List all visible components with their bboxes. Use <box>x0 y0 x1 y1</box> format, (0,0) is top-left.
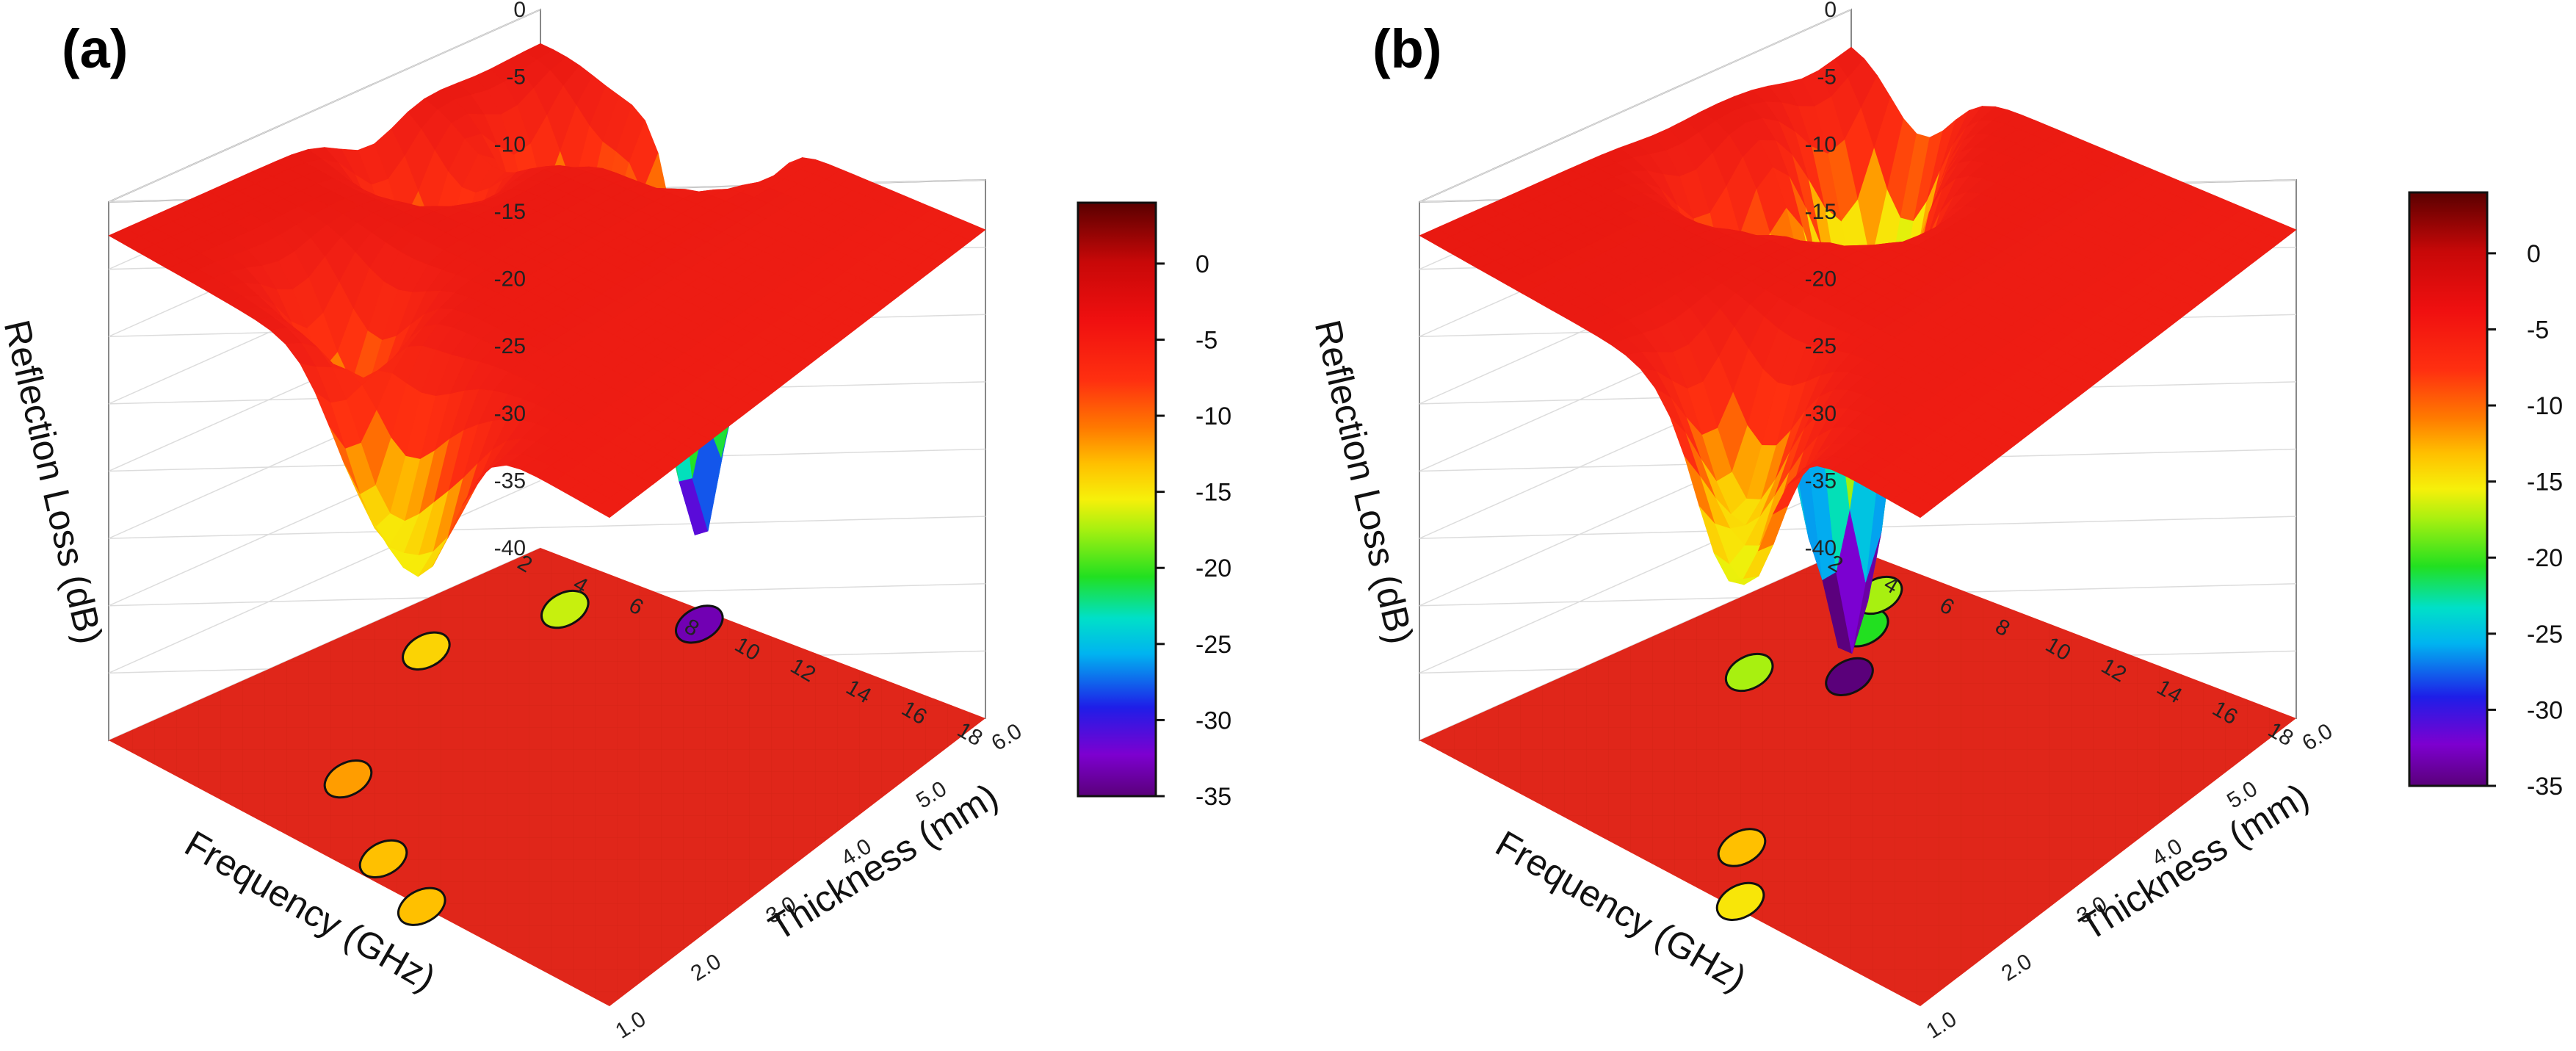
colorbar-tick-label: -15 <box>2527 469 2563 496</box>
colorbar-gradient <box>1077 201 1157 798</box>
panel-label: (b) <box>1372 18 1442 79</box>
grid-line <box>108 480 541 674</box>
colorbar-tick-label: -15 <box>1195 479 1231 507</box>
floor-grid <box>109 548 985 1006</box>
z-tick-label: -25 <box>494 334 526 358</box>
z-tick-label: 0 <box>1824 0 1837 22</box>
colorbar-tick-label: 0 <box>2527 240 2541 268</box>
y-tick-label: 6.0 <box>2298 719 2337 756</box>
z-tick-label: -5 <box>506 65 526 90</box>
contour-patch <box>1717 828 1767 867</box>
colorbar-gradient <box>2408 191 2489 787</box>
colorbar-tick-label: -35 <box>1195 783 1231 811</box>
colorbar-tick-label: -5 <box>2527 316 2549 344</box>
grid-line <box>1419 9 1852 203</box>
z-tick-label: -25 <box>1805 334 1837 358</box>
z-tick-label: -10 <box>1805 132 1837 156</box>
z-tick-label: -10 <box>494 132 526 156</box>
colorbar-tick-label: -20 <box>1195 555 1231 582</box>
panel-label: (a) <box>62 18 128 79</box>
z-tick-label: -40 <box>494 536 526 560</box>
z-tick-label: 0 <box>513 0 526 22</box>
chart-panel-a: 0-5-10-15-20-25-30-35-40246810121416181.… <box>0 0 1231 1044</box>
z-tick-label: -35 <box>1805 469 1837 493</box>
contour-patch <box>323 759 373 799</box>
contour-patch <box>402 631 451 671</box>
grid-line <box>108 516 986 539</box>
colorbar-tick-label: 0 <box>1195 250 1209 278</box>
contour-patch <box>358 839 408 879</box>
contour-patch <box>540 589 590 629</box>
chart-panel-b: 0-5-10-15-20-25-30-35-40246810121416181.… <box>1307 0 2563 1044</box>
z-tick-label: -35 <box>494 469 526 493</box>
colorbar-tick-label: -20 <box>2527 544 2563 572</box>
colorbar-tick-label: -5 <box>1195 326 1218 354</box>
surface-cell <box>1905 498 1936 519</box>
y-tick-label: 2.0 <box>1997 949 2036 986</box>
z-tick-label: -5 <box>1817 65 1837 90</box>
z-axis-title: Reflection Loss (dB) <box>1307 317 1422 648</box>
z-tick-label: -15 <box>1805 200 1837 224</box>
z-tick-label: -40 <box>1805 536 1837 560</box>
z-axis-title: Reflection Loss (dB) <box>0 317 110 648</box>
surface <box>108 43 986 577</box>
contour-patch <box>1715 881 1765 922</box>
colorbar-tick-label: -10 <box>2527 392 2563 420</box>
grid-line <box>108 9 541 203</box>
z-tick-label: -30 <box>494 402 526 426</box>
colorbar-tick-label: -35 <box>2527 773 2563 801</box>
z-tick-label: -20 <box>1805 267 1837 292</box>
floor-contour <box>109 548 985 1006</box>
colorbar-tick-label: -30 <box>2527 696 2563 724</box>
colorbar: 0 -5 -10 -15 -20 -25 -30 -35 <box>1077 201 1231 811</box>
y-tick-label: 2.0 <box>687 949 726 986</box>
colorbar: 0 -5 -10 -15 -20 -25 -30 -35 <box>2408 191 2563 801</box>
contour-patch <box>1724 652 1774 693</box>
surface-cell <box>594 498 625 519</box>
colorbar-tick-label: -10 <box>1195 402 1231 430</box>
contour-patch <box>397 886 446 926</box>
z-tick-label: -20 <box>494 267 526 292</box>
y-tick-label: 1.0 <box>1922 1007 1961 1044</box>
colorbar-tick-label: -25 <box>2527 621 2563 649</box>
y-tick-label: 1.0 <box>612 1007 651 1044</box>
y-tick-label: 6.0 <box>988 719 1027 756</box>
colorbar-tick-label: -25 <box>1195 631 1231 659</box>
z-tick-label: -30 <box>1805 402 1837 426</box>
colorbar-tick-label: -30 <box>1195 707 1231 734</box>
z-tick-label: -15 <box>494 200 526 224</box>
contour-patch <box>1825 657 1874 697</box>
floor-grid <box>1419 548 2296 1006</box>
contour-patch <box>675 604 724 644</box>
surface <box>1419 46 2297 654</box>
